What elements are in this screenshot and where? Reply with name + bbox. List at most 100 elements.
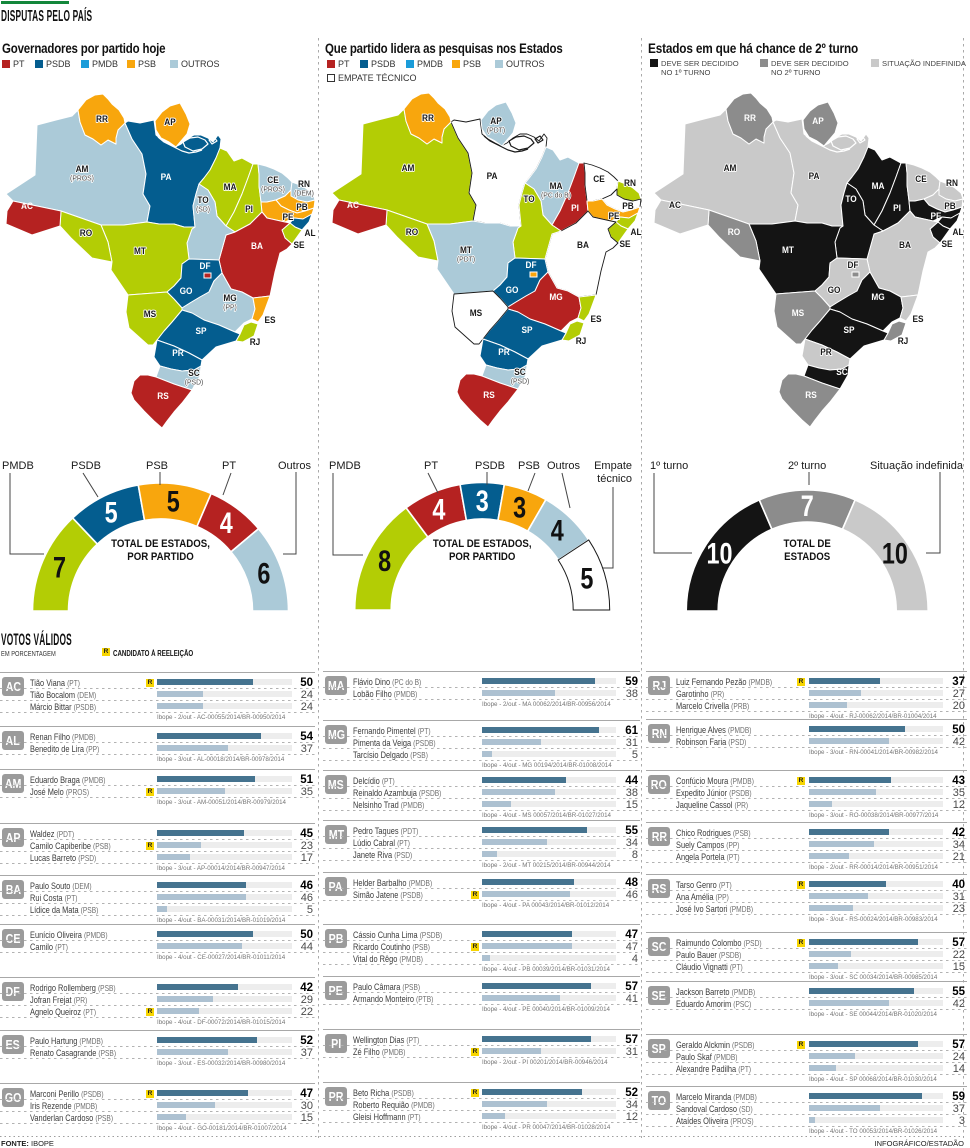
svg-text:PA: PA — [487, 171, 498, 181]
svg-text:AP: AP — [490, 116, 502, 126]
svg-text:PMDB: PMDB — [2, 460, 34, 472]
svg-text:PSB: PSB — [146, 460, 168, 472]
svg-text:PR: PR — [820, 347, 832, 357]
svg-text:(PSD): (PSD) — [511, 378, 530, 385]
svg-text:SP: SP — [843, 325, 854, 335]
svg-text:PR: PR — [498, 347, 510, 357]
svg-text:GO: GO — [180, 286, 193, 296]
svg-text:PA: PA — [161, 172, 172, 182]
svg-text:MT: MT — [782, 245, 795, 255]
svg-text:4: 4 — [551, 514, 564, 547]
svg-text:técnico: técnico — [597, 473, 632, 485]
svg-text:RJ: RJ — [898, 336, 909, 346]
svg-text:PE: PE — [608, 211, 619, 221]
svg-text:RS: RS — [157, 391, 169, 401]
svg-text:MA: MA — [872, 181, 885, 191]
svg-text:AC: AC — [347, 200, 359, 210]
svg-text:DF: DF — [525, 260, 536, 270]
svg-text:PB: PB — [296, 202, 307, 212]
svg-text:ESTADOS: ESTADOS — [784, 552, 830, 564]
svg-text:ES: ES — [590, 314, 601, 324]
svg-text:(PDT): (PDT) — [487, 127, 505, 134]
svg-text:PR: PR — [172, 348, 184, 358]
svg-text:(DEM): (DEM) — [294, 190, 314, 197]
svg-text:TOTAL DE ESTADOS,: TOTAL DE ESTADOS, — [111, 539, 210, 551]
svg-text:3: 3 — [513, 491, 526, 524]
svg-text:TO: TO — [197, 195, 209, 205]
svg-text:RS: RS — [805, 390, 817, 400]
svg-text:PT: PT — [424, 460, 438, 472]
svg-text:SC: SC — [836, 367, 847, 377]
svg-text:4: 4 — [432, 493, 445, 526]
svg-text:AC: AC — [21, 201, 33, 211]
svg-text:5: 5 — [105, 496, 118, 529]
svg-text:RO: RO — [80, 228, 93, 238]
svg-text:TOTAL DE ESTADOS,: TOTAL DE ESTADOS, — [433, 539, 532, 551]
svg-text:SE: SE — [941, 239, 952, 249]
svg-text:(SD): (SD) — [196, 206, 210, 213]
svg-text:MS: MS — [144, 309, 157, 319]
svg-text:ES: ES — [264, 315, 275, 325]
svg-text:10: 10 — [706, 537, 732, 570]
svg-text:MT: MT — [134, 246, 147, 256]
svg-text:GO: GO — [506, 285, 519, 295]
svg-text:AL: AL — [952, 227, 963, 237]
svg-text:4: 4 — [220, 506, 233, 539]
svg-text:3: 3 — [476, 484, 489, 517]
svg-text:MS: MS — [470, 308, 483, 318]
svg-text:AP: AP — [812, 116, 824, 126]
svg-text:SC: SC — [188, 368, 199, 378]
svg-text:PE: PE — [282, 212, 293, 222]
svg-text:RJ: RJ — [576, 336, 587, 346]
svg-text:MA: MA — [224, 182, 237, 192]
svg-text:6: 6 — [257, 557, 270, 590]
svg-text:RR: RR — [422, 113, 435, 123]
svg-text:TO: TO — [845, 194, 857, 204]
svg-text:AL: AL — [304, 228, 315, 238]
svg-text:1º turno: 1º turno — [650, 460, 688, 472]
svg-text:SC: SC — [514, 367, 525, 377]
svg-text:POR PARTIDO: POR PARTIDO — [127, 552, 194, 564]
svg-text:Situação indefinida: Situação indefinida — [870, 460, 964, 472]
svg-text:MA: MA — [550, 181, 563, 191]
svg-text:PSB: PSB — [518, 460, 540, 472]
svg-text:AP: AP — [164, 117, 176, 127]
svg-text:SE: SE — [293, 240, 304, 250]
svg-text:5: 5 — [167, 485, 180, 518]
svg-text:ES: ES — [912, 314, 923, 324]
svg-text:SE: SE — [619, 239, 630, 249]
svg-text:AM: AM — [402, 163, 415, 173]
svg-text:Empate: Empate — [594, 460, 632, 472]
svg-text:GO: GO — [828, 285, 841, 295]
svg-text:(PSD): (PSD) — [185, 379, 204, 386]
svg-text:RN: RN — [624, 178, 636, 188]
svg-text:SP: SP — [521, 325, 532, 335]
svg-text:PSDB: PSDB — [71, 460, 101, 472]
svg-text:PE: PE — [930, 211, 941, 221]
svg-text:PB: PB — [622, 201, 633, 211]
svg-text:MG: MG — [549, 292, 563, 302]
svg-text:MG: MG — [871, 292, 885, 302]
svg-text:AM: AM — [76, 164, 89, 174]
svg-text:Outros: Outros — [547, 460, 581, 472]
svg-text:RN: RN — [946, 178, 958, 188]
svg-text:BA: BA — [899, 240, 911, 250]
svg-text:RN: RN — [298, 179, 310, 189]
svg-text:2º turno: 2º turno — [788, 460, 826, 472]
svg-text:(PC do B): (PC do B) — [541, 192, 571, 199]
svg-text:(PP): (PP) — [223, 304, 237, 311]
svg-text:RR: RR — [744, 113, 757, 123]
svg-text:POR PARTIDO: POR PARTIDO — [449, 552, 516, 564]
svg-text:TOTAL DE: TOTAL DE — [784, 539, 831, 551]
svg-text:PMDB: PMDB — [329, 460, 361, 472]
svg-text:PT: PT — [222, 460, 236, 472]
svg-text:BA: BA — [251, 241, 263, 251]
svg-text:MT: MT — [460, 245, 473, 255]
svg-text:AM: AM — [724, 163, 737, 173]
svg-text:RO: RO — [406, 227, 419, 237]
svg-text:PA: PA — [809, 171, 820, 181]
svg-text:7: 7 — [801, 489, 814, 522]
svg-text:MG: MG — [223, 293, 237, 303]
svg-text:PI: PI — [571, 203, 579, 213]
svg-text:CE: CE — [915, 174, 927, 184]
